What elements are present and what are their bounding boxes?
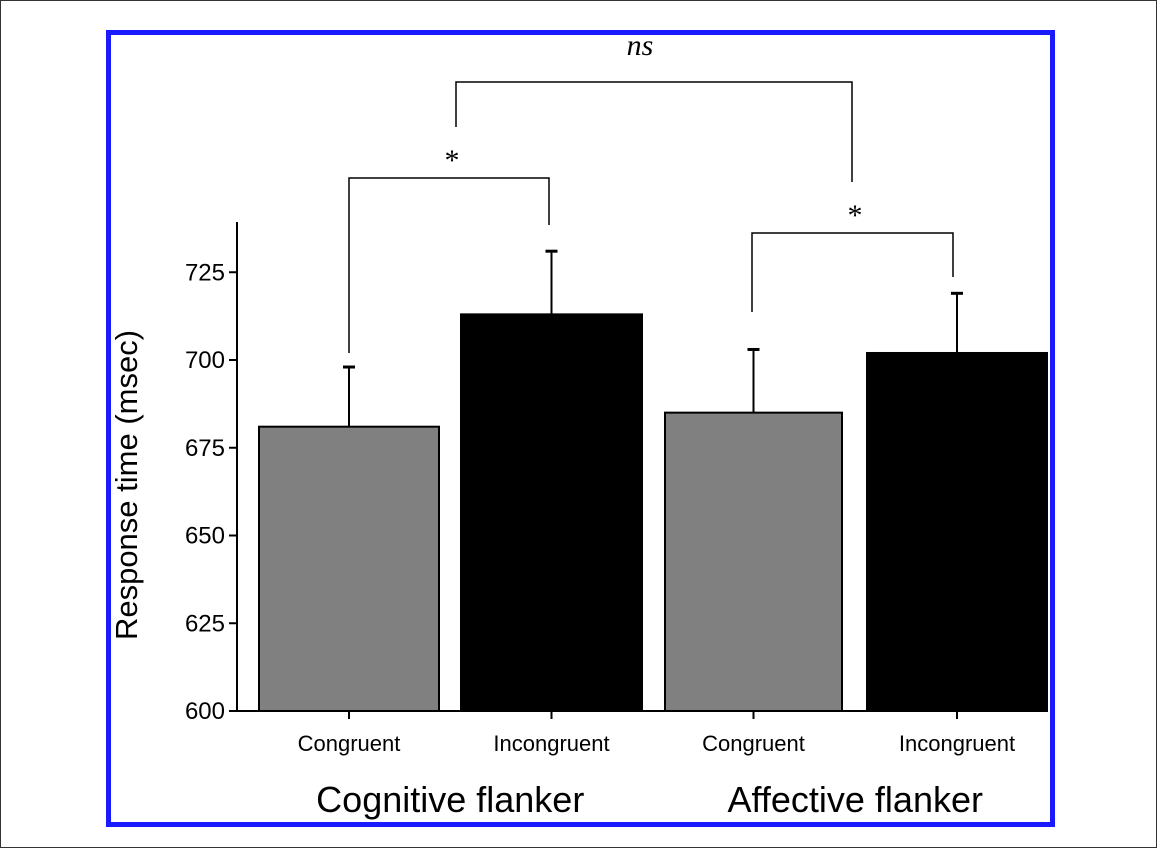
significance-bracket bbox=[455, 81, 853, 182]
significance-label: * bbox=[445, 144, 460, 177]
category-label: Incongruent bbox=[899, 731, 1015, 756]
y-tick-label: 725 bbox=[185, 259, 225, 286]
significance-bracket bbox=[348, 177, 550, 353]
highlight-box bbox=[106, 30, 1055, 827]
group-label: Affective flanker bbox=[728, 779, 983, 820]
category-label: Congruent bbox=[298, 731, 401, 756]
category-label: Congruent bbox=[702, 731, 805, 756]
y-tick-label: 700 bbox=[185, 347, 225, 374]
group-label: Cognitive flanker bbox=[316, 779, 584, 820]
bar bbox=[258, 425, 440, 712]
significance-label: * bbox=[848, 199, 863, 232]
y-tick-label: 675 bbox=[185, 435, 225, 462]
y-tick-label: 650 bbox=[185, 523, 225, 550]
category-label: Incongruent bbox=[493, 731, 609, 756]
y-axis-title: Response time (msec) bbox=[109, 330, 144, 640]
significance-label: ns bbox=[627, 29, 654, 62]
bar bbox=[866, 351, 1048, 712]
y-tick-label: 600 bbox=[185, 698, 225, 725]
bar bbox=[664, 411, 843, 712]
bar bbox=[460, 313, 643, 712]
y-tick-label: 625 bbox=[185, 610, 225, 637]
significance-bracket bbox=[751, 232, 954, 312]
